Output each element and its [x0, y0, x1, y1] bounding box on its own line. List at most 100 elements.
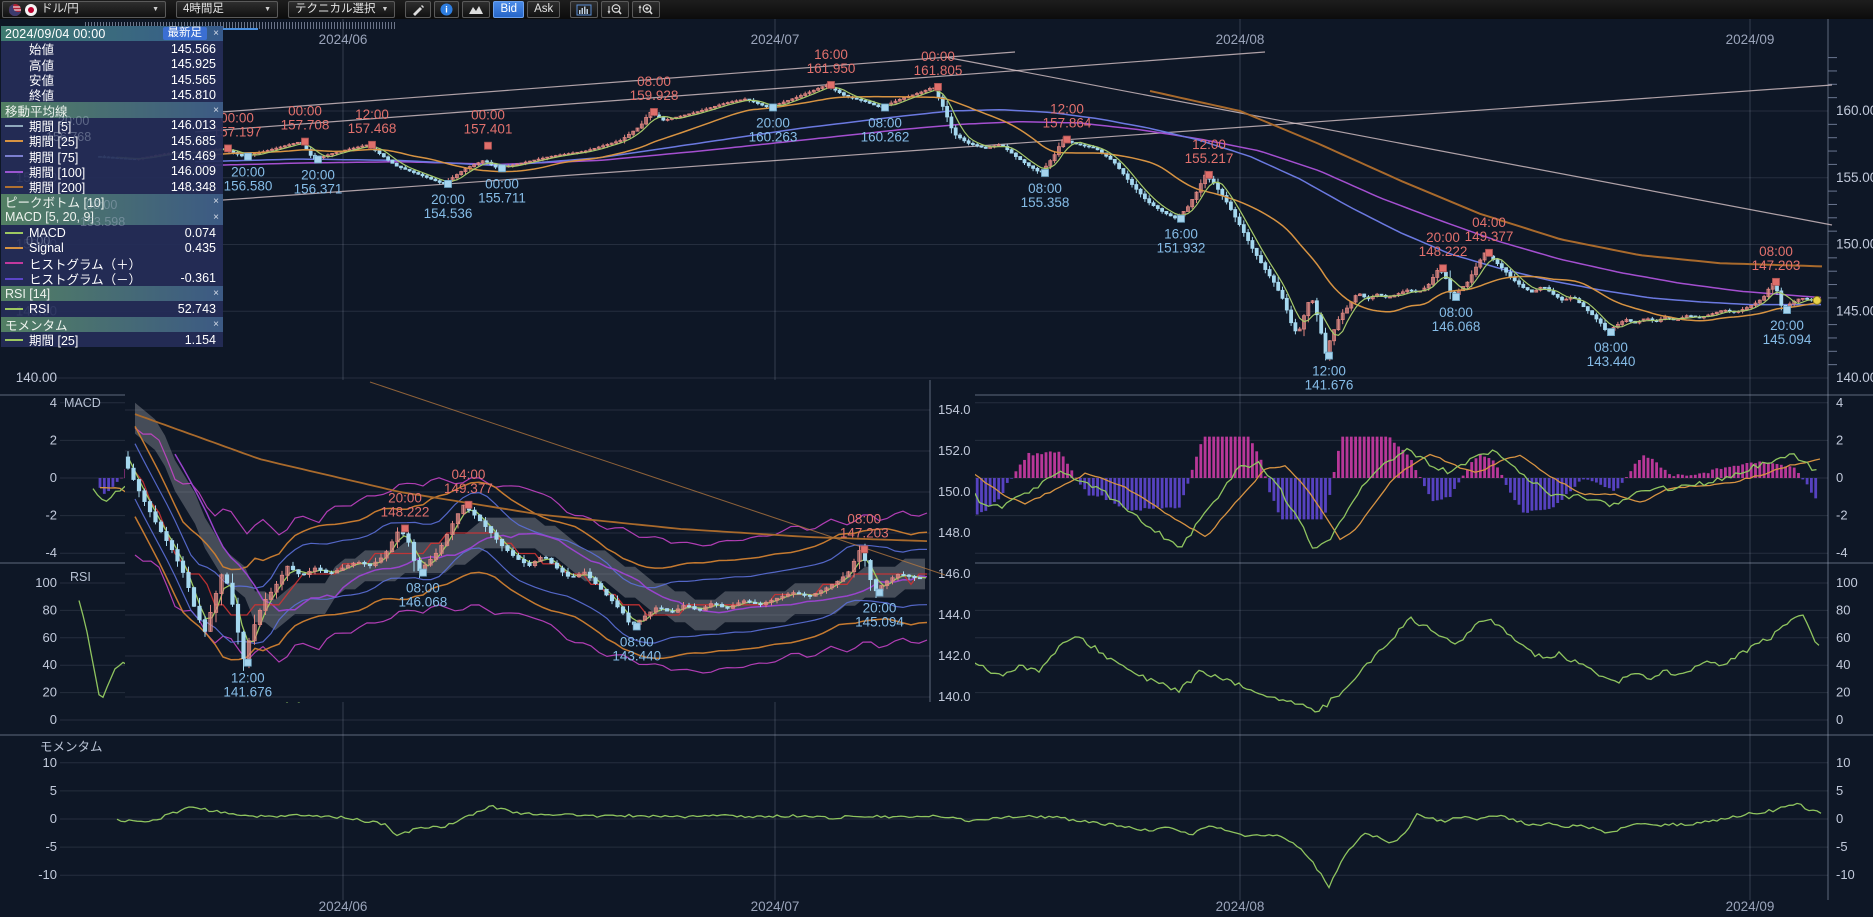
svg-text:00:00: 00:00 [288, 104, 322, 119]
svg-text:152.0: 152.0 [938, 443, 971, 458]
svg-text:141.676: 141.676 [223, 685, 272, 700]
chart-type-button[interactable] [462, 1, 491, 18]
svg-text:157.468: 157.468 [348, 121, 397, 136]
zoom-out-button[interactable] [601, 1, 630, 18]
svg-text:08:00: 08:00 [1439, 305, 1473, 320]
indicator-row: RSI 52.743 [1, 301, 223, 316]
svg-text:154.0: 154.0 [938, 402, 971, 417]
ohlc-row: 安値 145.565 [29, 72, 216, 89]
svg-text:20:00: 20:00 [1770, 318, 1804, 333]
svg-text:161.805: 161.805 [914, 63, 963, 78]
svg-text:20:00: 20:00 [388, 490, 422, 505]
svg-text:-5: -5 [1836, 839, 1848, 854]
bid-button[interactable]: Bid [493, 1, 525, 18]
svg-text:146.068: 146.068 [399, 595, 448, 610]
indicator-section-header: モメンタム × [1, 316, 223, 333]
svg-text:20:00: 20:00 [756, 115, 790, 130]
svg-text:08:00: 08:00 [868, 116, 902, 131]
svg-text:00:00: 00:00 [921, 49, 955, 64]
svg-text:-2: -2 [1836, 508, 1848, 523]
svg-text:143.440: 143.440 [612, 648, 661, 663]
svg-text:80: 80 [43, 602, 57, 617]
svg-text:i: i [446, 5, 449, 15]
svg-text:141.676: 141.676 [1305, 378, 1354, 393]
svg-text:08:00: 08:00 [1594, 340, 1628, 355]
svg-text:12:00: 12:00 [231, 671, 265, 686]
svg-text:2024/09: 2024/09 [1726, 32, 1775, 47]
svg-text:143.440: 143.440 [1587, 354, 1636, 369]
close-icon[interactable]: × [213, 318, 219, 330]
close-icon[interactable]: × [213, 104, 219, 116]
svg-text:145.094: 145.094 [1763, 332, 1812, 347]
chart-scrollbar-thumb[interactable] [85, 22, 397, 29]
svg-text:20:00: 20:00 [231, 165, 265, 180]
close-icon[interactable]: × [213, 28, 219, 40]
svg-text:157.197: 157.197 [213, 124, 262, 139]
info-button[interactable]: i [434, 1, 460, 18]
draw-tool-button[interactable] [405, 1, 432, 18]
svg-text:12:00: 12:00 [355, 107, 389, 122]
svg-text:08:00: 08:00 [1028, 181, 1062, 196]
us-flag-icon [9, 3, 21, 16]
svg-text:160.262: 160.262 [861, 130, 910, 145]
svg-text:0: 0 [50, 712, 57, 727]
svg-text:00:00: 00:00 [220, 110, 254, 125]
chevron-down-icon: ▼ [381, 6, 389, 13]
svg-text:RSI: RSI [70, 570, 91, 584]
svg-text:156.371: 156.371 [294, 181, 343, 196]
svg-text:161.950: 161.950 [807, 61, 856, 76]
svg-text:20:00: 20:00 [301, 167, 335, 182]
bars-icon [576, 4, 592, 15]
volume-button[interactable] [570, 1, 599, 18]
technical-selector[interactable]: テクニカル選択 ▼ [288, 1, 396, 18]
indicator-section-header: ピークボトム [10] × [1, 194, 223, 210]
svg-text:2024/08: 2024/08 [1216, 899, 1265, 914]
ask-button[interactable]: Ask [527, 1, 561, 18]
close-icon[interactable]: × [213, 196, 219, 208]
svg-text:100: 100 [35, 575, 57, 590]
close-icon[interactable]: × [213, 288, 219, 300]
timeframe-selector[interactable]: 4時間足 ▼ [176, 1, 278, 18]
pencil-icon [413, 4, 425, 16]
svg-text:154.536: 154.536 [424, 206, 473, 221]
svg-text:0: 0 [1836, 712, 1843, 727]
svg-text:150.00: 150.00 [1836, 237, 1873, 252]
chevron-down-icon: ▼ [152, 6, 159, 13]
info-icon: i [440, 3, 453, 16]
chart-scrollbar-range[interactable] [206, 28, 258, 30]
svg-text:151.932: 151.932 [1157, 241, 1206, 256]
svg-text:08:00: 08:00 [847, 511, 881, 526]
svg-text:142.0: 142.0 [938, 648, 971, 663]
indicator-info-panel: 2024/09/04 00:00 最新足 × 始値 145.566 高値 145.92… [1, 26, 223, 348]
svg-text:04:00: 04:00 [1472, 215, 1506, 230]
indicator-row: 期間 [75] 145.469 [1, 148, 223, 165]
svg-text:16:00: 16:00 [1164, 227, 1198, 242]
ohlc-row: 終値 145.810 [29, 87, 216, 104]
pair-selector[interactable]: ドル/円 ▼ [2, 1, 166, 18]
indicator-row: 期間 [25] 145.685 [1, 133, 223, 149]
svg-text:0: 0 [50, 811, 57, 826]
svg-text:160.00: 160.00 [1836, 103, 1873, 118]
candle-datetime: 2024/09/04 00:00 [5, 26, 106, 41]
svg-text:-10: -10 [1836, 867, 1855, 882]
indicator-row: ヒストグラム（－） -0.361 [1, 271, 223, 287]
svg-text:10: 10 [1836, 755, 1850, 770]
indicator-section-header: MACD [5, 20, 9] × [1, 209, 223, 225]
svg-text:-2: -2 [45, 508, 57, 523]
svg-text:160.263: 160.263 [749, 129, 798, 144]
latest-candle-button[interactable]: 最新足 [162, 27, 207, 41]
zoom-in-button[interactable] [632, 1, 661, 18]
svg-text:40: 40 [1836, 657, 1850, 672]
svg-text:20: 20 [43, 685, 57, 700]
indicator-row: ヒストグラム（＋） [1, 255, 223, 272]
svg-text:2024/07: 2024/07 [751, 32, 800, 47]
svg-text:08:00: 08:00 [620, 634, 654, 649]
svg-text:12:00: 12:00 [1312, 364, 1346, 379]
toolbar: ドル/円 ▼ 4時間足 ▼ テクニカル選択 ▼ i Bid Ask [0, 0, 1873, 19]
close-icon[interactable]: × [213, 211, 219, 223]
indicator-row: 期間 [200] 148.348 [1, 179, 223, 195]
svg-text:40: 40 [43, 657, 57, 672]
inset-chart-window[interactable]: 154.0 152.0 150.0 148.0 146.0 144.0 142.0 140.0… [125, 380, 975, 704]
timeframe-label: 4時間足 [183, 3, 224, 15]
svg-text:20:00: 20:00 [431, 192, 465, 207]
